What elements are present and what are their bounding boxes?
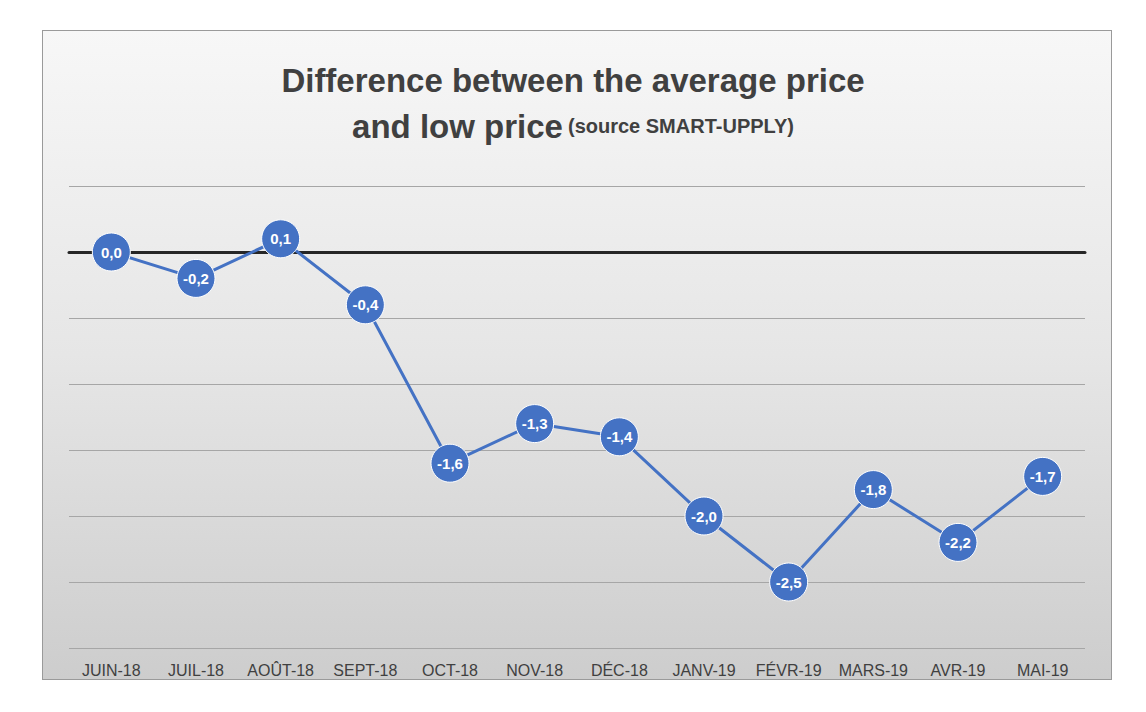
svg-text:MARS-19: MARS-19 bbox=[839, 662, 908, 679]
svg-text:-2,5: -2,5 bbox=[776, 574, 802, 591]
svg-text:0,0: 0,0 bbox=[101, 244, 122, 261]
svg-text:MAI-19: MAI-19 bbox=[1017, 662, 1069, 679]
svg-text:JUIN-18: JUIN-18 bbox=[82, 662, 141, 679]
svg-text:-0,2: -0,2 bbox=[183, 270, 209, 287]
svg-text:0,1: 0,1 bbox=[270, 230, 291, 247]
svg-text:JANV-19: JANV-19 bbox=[672, 662, 735, 679]
svg-text:-0,4: -0,4 bbox=[352, 296, 379, 313]
svg-text:FÉVR-19: FÉVR-19 bbox=[756, 661, 822, 679]
svg-text:AOÛT-18: AOÛT-18 bbox=[247, 661, 314, 679]
svg-text:Difference between the average: Difference between the average price bbox=[281, 62, 864, 99]
svg-text:JUIL-18: JUIL-18 bbox=[168, 662, 224, 679]
svg-text:DÉC-18: DÉC-18 bbox=[591, 661, 648, 679]
svg-text:NOV-18: NOV-18 bbox=[506, 662, 563, 679]
svg-text:-1,6: -1,6 bbox=[437, 455, 463, 472]
svg-text:(source SMART-UPPLY): (source SMART-UPPLY) bbox=[568, 115, 794, 137]
svg-text:-1,8: -1,8 bbox=[860, 481, 886, 498]
svg-text:-2,2: -2,2 bbox=[945, 534, 971, 551]
svg-text:OCT-18: OCT-18 bbox=[422, 662, 478, 679]
svg-text:SEPT-18: SEPT-18 bbox=[333, 662, 397, 679]
svg-text:and low price: and low price bbox=[352, 108, 563, 145]
svg-text:-1,3: -1,3 bbox=[522, 415, 548, 432]
svg-text:-1,4: -1,4 bbox=[606, 428, 633, 445]
svg-text:-1,7: -1,7 bbox=[1030, 468, 1056, 485]
svg-text:-2,0: -2,0 bbox=[691, 508, 717, 525]
svg-text:AVR-19: AVR-19 bbox=[931, 662, 986, 679]
